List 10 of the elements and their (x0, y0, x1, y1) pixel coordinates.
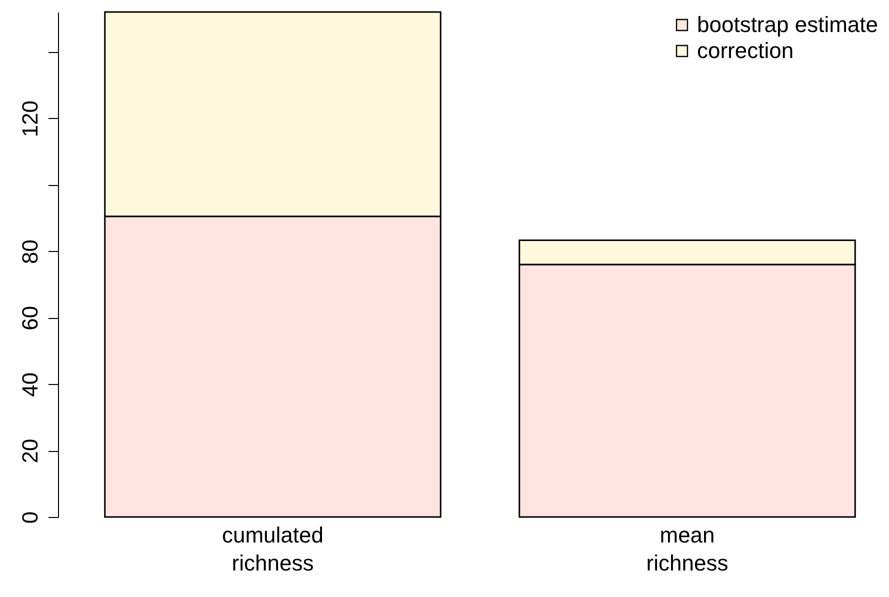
y-tick-label: 0 (18, 511, 42, 524)
x-tick-label: cumulated richness (222, 522, 324, 576)
y-tick-label: 80 (18, 239, 42, 264)
y-tick-label: 40 (18, 372, 42, 397)
y-tick-label: 60 (18, 306, 42, 330)
x-tick-label: mean richness (646, 522, 728, 576)
y-tick-label: 120 (18, 100, 42, 138)
legend-label: correction (697, 38, 794, 63)
y-tick-label: 20 (18, 438, 42, 464)
legend-label: bootstrap estimate (697, 12, 878, 37)
